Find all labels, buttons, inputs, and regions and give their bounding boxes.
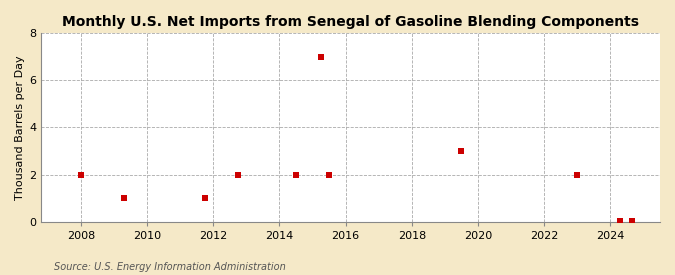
Point [456,149,467,153]
Text: Source: U.S. Energy Information Administration: Source: U.S. Energy Information Administ… [54,262,286,272]
Point [572,172,583,177]
Point [315,54,326,59]
Title: Monthly U.S. Net Imports from Senegal of Gasoline Blending Components: Monthly U.S. Net Imports from Senegal of… [62,15,639,29]
Point [119,196,130,200]
Point [626,218,637,223]
Point [290,172,301,177]
Y-axis label: Thousand Barrels per Day: Thousand Barrels per Day [15,55,25,200]
Point [324,172,335,177]
Point [615,218,626,223]
Point [76,172,86,177]
Point [233,172,244,177]
Point [200,196,211,200]
